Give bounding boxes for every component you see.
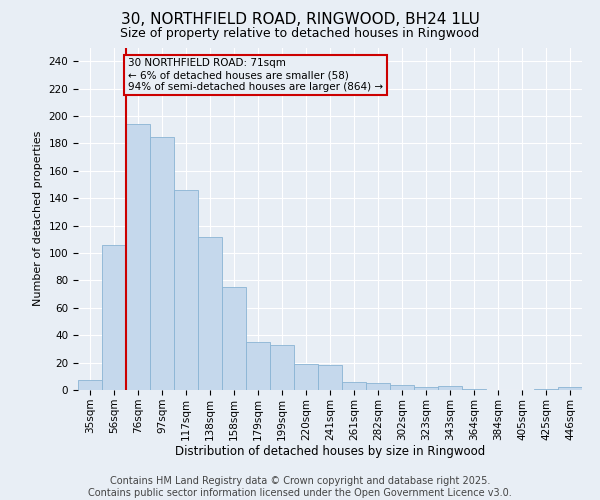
Bar [222, 287, 246, 390]
Text: Contains HM Land Registry data © Crown copyright and database right 2025.
Contai: Contains HM Land Registry data © Crown c… [88, 476, 512, 498]
Bar [294, 364, 318, 390]
Bar [270, 345, 294, 390]
Bar [318, 366, 342, 390]
Bar [246, 342, 270, 390]
Bar [390, 384, 414, 390]
Y-axis label: Number of detached properties: Number of detached properties [33, 131, 43, 306]
Bar [102, 245, 126, 390]
Text: Size of property relative to detached houses in Ringwood: Size of property relative to detached ho… [121, 28, 479, 40]
Bar [438, 386, 462, 390]
X-axis label: Distribution of detached houses by size in Ringwood: Distribution of detached houses by size … [175, 446, 485, 458]
Bar [174, 190, 198, 390]
Bar [462, 388, 486, 390]
Bar [126, 124, 150, 390]
Bar [198, 236, 222, 390]
Bar [414, 388, 438, 390]
Bar [366, 383, 390, 390]
Bar [342, 382, 366, 390]
Bar [78, 380, 102, 390]
Text: 30 NORTHFIELD ROAD: 71sqm
← 6% of detached houses are smaller (58)
94% of semi-d: 30 NORTHFIELD ROAD: 71sqm ← 6% of detach… [128, 58, 383, 92]
Bar [558, 388, 582, 390]
Text: 30, NORTHFIELD ROAD, RINGWOOD, BH24 1LU: 30, NORTHFIELD ROAD, RINGWOOD, BH24 1LU [121, 12, 479, 28]
Bar [534, 388, 558, 390]
Bar [150, 136, 174, 390]
